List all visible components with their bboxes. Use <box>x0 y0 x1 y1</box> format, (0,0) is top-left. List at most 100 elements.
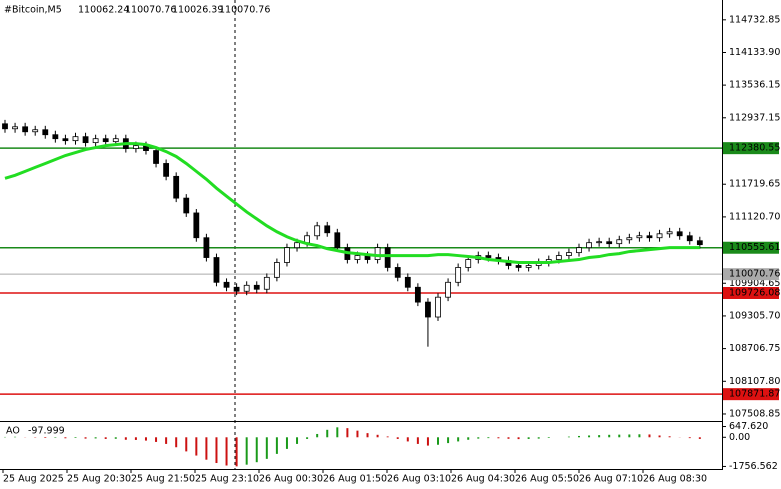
header-value: 110070.76 <box>219 5 270 16</box>
candle-body <box>12 126 18 130</box>
y-tick-label: 109904.65 <box>729 278 780 289</box>
symbol-title: #Bitcoin,M5 <box>4 5 62 16</box>
level-label: 107871.87 <box>729 389 780 400</box>
candle-body <box>566 252 572 256</box>
x-tick-label: 26 Aug 08:30 <box>643 474 707 485</box>
candle-body <box>555 255 562 260</box>
x-tick-label: 26 Aug 04:30 <box>451 474 515 485</box>
candle-body <box>455 267 462 283</box>
candle-body <box>394 267 401 278</box>
current-price-label: 110070.76 <box>729 269 780 280</box>
ao-last-value: -97.999 <box>28 426 65 437</box>
candle-body <box>656 233 663 239</box>
header-value: 110070.76 <box>125 5 176 16</box>
candle-body <box>203 237 210 258</box>
candle-body <box>686 235 693 242</box>
x-tick-label: 25 Aug 2025 <box>3 474 64 485</box>
y-tick-label: 111120.70 <box>729 211 780 222</box>
candle-body <box>384 247 391 268</box>
candle-body <box>324 225 331 234</box>
moving-average <box>4 142 700 264</box>
level-box <box>723 286 779 299</box>
candle-body <box>2 123 8 130</box>
candle-body <box>696 240 703 246</box>
candle-body <box>666 231 673 235</box>
candle-body <box>153 150 159 164</box>
level-label: 110555.61 <box>729 242 780 253</box>
header: #Bitcoin,M5 <box>4 5 62 16</box>
candle-body <box>646 235 653 239</box>
candle-body <box>314 225 321 237</box>
candle-body <box>626 237 633 241</box>
candle-body <box>414 286 421 303</box>
candle-body <box>616 239 623 245</box>
ao-tick-label: -1756.562 <box>729 461 778 472</box>
candle-body <box>243 284 250 292</box>
y-tick-label: 108107.80 <box>729 376 780 387</box>
candle-body <box>253 284 260 290</box>
x-tick-label: 26 Aug 05:50 <box>515 474 579 485</box>
x-tick-label: 26 Aug 00:30 <box>259 474 323 485</box>
x-tick-label: 26 Aug 03:10 <box>387 474 451 485</box>
ao-title: AO <box>6 426 20 437</box>
candle-body <box>42 129 49 136</box>
level-box <box>723 142 779 155</box>
candle-body <box>636 235 643 239</box>
candle-body <box>273 262 280 278</box>
candle-body <box>576 247 582 254</box>
candle-body <box>294 242 300 249</box>
candle-body <box>183 197 190 214</box>
candle-body <box>173 175 180 199</box>
candle-body <box>112 138 119 143</box>
x-tick-label: 26 Aug 01:50 <box>323 474 387 485</box>
y-tick-label: 114133.90 <box>729 47 780 58</box>
candle-body <box>465 259 472 268</box>
y-tick-label: 108706.75 <box>729 343 780 354</box>
candle-body <box>163 163 170 177</box>
candle-body <box>586 242 592 249</box>
candle-body <box>596 241 603 244</box>
candle-body <box>374 247 381 260</box>
candle-body <box>193 212 200 239</box>
candle-body <box>334 232 341 249</box>
level-box <box>723 241 779 254</box>
y-tick-label: 111719.65 <box>729 179 780 190</box>
x-tick-label: 25 Aug 20:30 <box>67 474 131 485</box>
candle-body <box>62 138 69 142</box>
header-value: 110026.39 <box>172 5 223 16</box>
candle-body <box>284 247 290 263</box>
y-tick-label: 114732.85 <box>729 14 780 25</box>
candle-body <box>52 134 59 140</box>
candle-body <box>404 276 411 288</box>
x-tick-label: 25 Aug 23:10 <box>195 474 259 485</box>
candle-body <box>102 138 109 143</box>
candle-body <box>213 257 220 283</box>
y-tick-label: 107508.85 <box>729 408 780 419</box>
candle-body <box>435 296 441 318</box>
level-label: 112380.55 <box>729 143 780 154</box>
candle-body <box>263 276 270 290</box>
ao-tick-label: 0.00 <box>729 432 750 443</box>
candle-body <box>676 231 683 237</box>
candle-body <box>22 126 29 133</box>
candle-body <box>82 136 89 144</box>
candle-body <box>72 136 79 142</box>
candle-body <box>133 145 139 149</box>
x-tick-label: 26 Aug 07:10 <box>579 474 643 485</box>
level-label: 109726.08 <box>729 287 780 298</box>
candle-body <box>606 241 613 245</box>
y-tick-label: 109305.70 <box>729 310 780 321</box>
candle-body <box>92 138 99 144</box>
candle-body <box>525 265 532 268</box>
y-tick-label: 113536.15 <box>729 80 780 91</box>
header-value: 110062.24 <box>78 5 129 16</box>
candle-body <box>233 286 240 292</box>
candle-body <box>223 281 230 288</box>
ao-tick-label: 647.620 <box>729 421 768 432</box>
level-box <box>723 388 779 401</box>
y-tick-label: 112937.15 <box>729 112 780 123</box>
candle-body <box>485 255 492 258</box>
candle-body <box>354 255 361 260</box>
candle-body <box>515 265 522 268</box>
